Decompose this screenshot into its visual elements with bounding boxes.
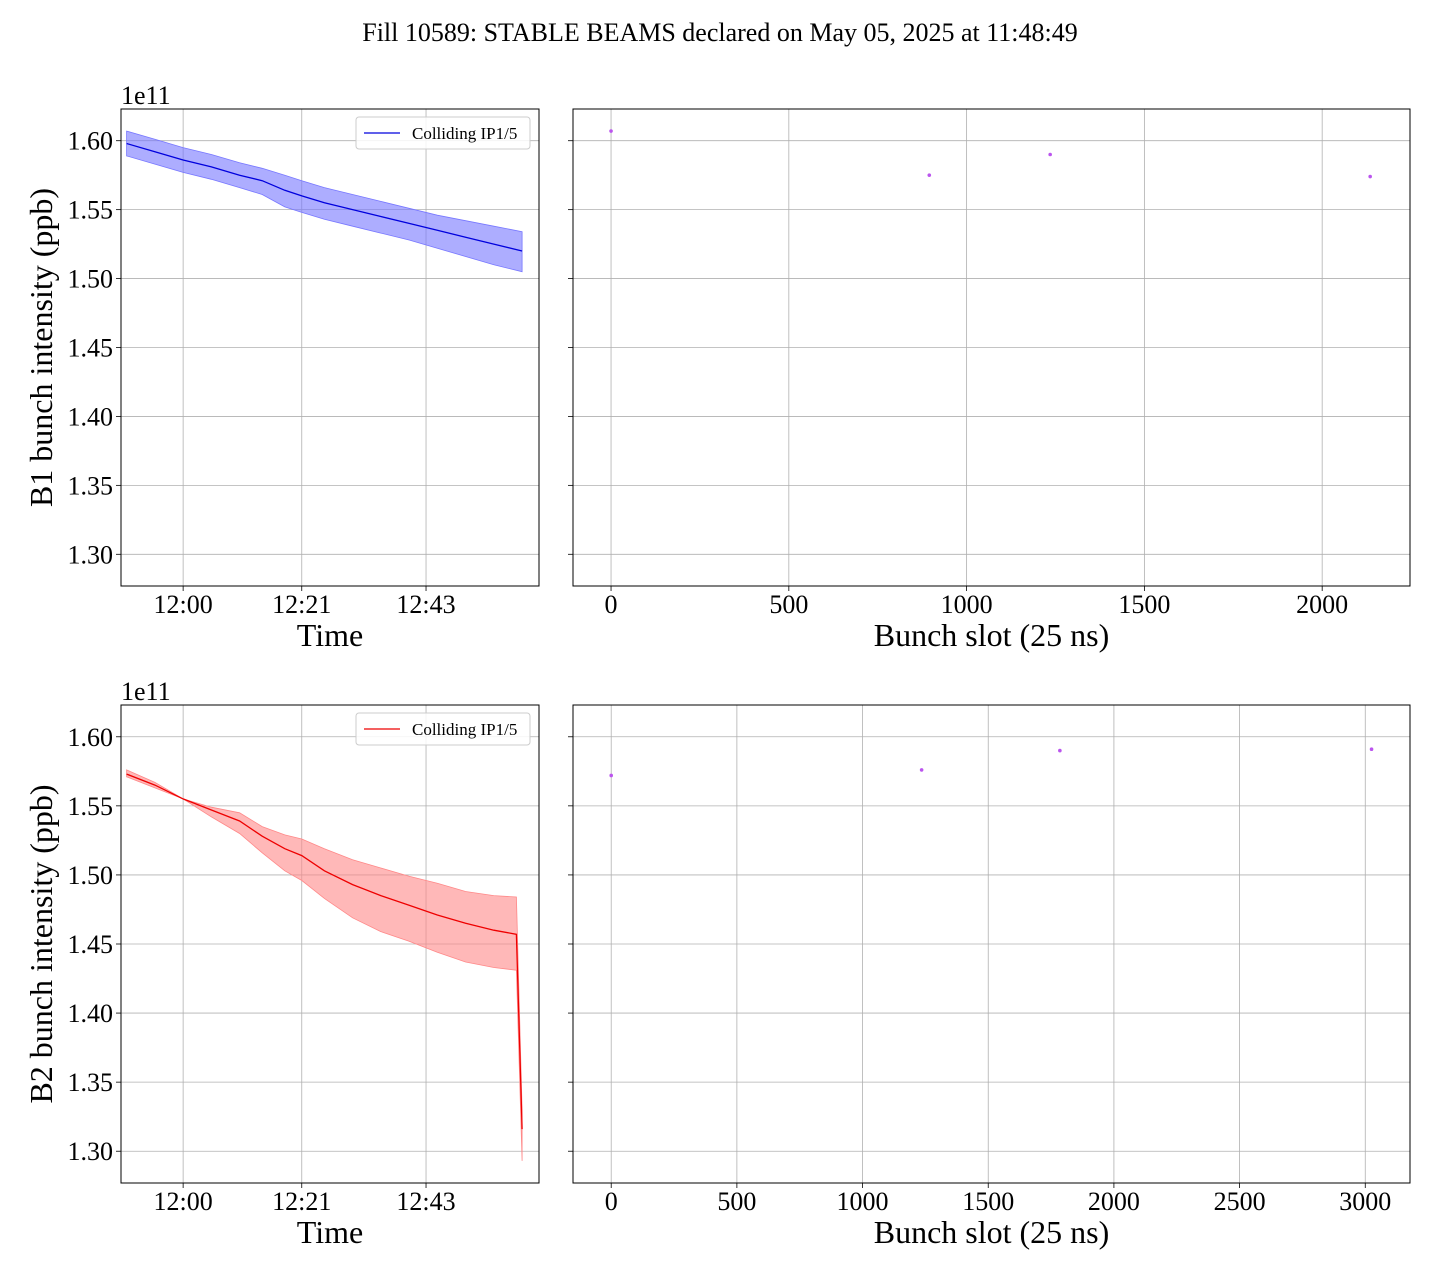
y-axis-label: B2 bunch intensity (ppb) bbox=[23, 784, 59, 1103]
y-tick-label: 1.60 bbox=[68, 723, 114, 752]
scatter-point bbox=[1058, 748, 1062, 753]
x-tick-label: 12:21 bbox=[272, 590, 331, 619]
axes-frame bbox=[572, 704, 1411, 1184]
axes-frame bbox=[120, 108, 540, 587]
y-tick-label: 1.50 bbox=[68, 265, 114, 294]
x-axis-label: Bunch slot (25 ns) bbox=[874, 617, 1110, 653]
x-tick-label: 2000 bbox=[1088, 1187, 1140, 1216]
panel-b1-time: 1.30 1.35 1.40 1.45 1.50 1.55 1.60 12:00 12:21 12… bbox=[23, 81, 540, 653]
legend-box bbox=[355, 712, 531, 746]
panel-b1-slot: 0 500 1000 1500 2000 Bunch slot (25 ns) bbox=[568, 108, 1411, 653]
x-tick-label: 500 bbox=[769, 590, 808, 619]
x-tick-label: 1500 bbox=[962, 1187, 1014, 1216]
legend-label: Colliding IP1/5 bbox=[412, 720, 517, 739]
series-band bbox=[126, 130, 523, 273]
y-tick-label: 1.40 bbox=[68, 402, 114, 431]
x-axis-label: Time bbox=[297, 617, 363, 653]
scatter-point bbox=[609, 129, 613, 133]
y-offset-label: 1e11 bbox=[121, 677, 171, 706]
x-axis-label: Time bbox=[297, 1214, 363, 1250]
legend: Colliding IP1/5 bbox=[355, 712, 531, 746]
y-tick-label: 1.45 bbox=[68, 334, 114, 363]
x-tick-label: 3000 bbox=[1339, 1187, 1391, 1216]
scatter-point bbox=[919, 768, 924, 772]
y-tick-label: 1.30 bbox=[68, 540, 114, 569]
y-axis-label: B1 bunch intensity (ppb) bbox=[23, 188, 59, 507]
y-tick-label: 1.45 bbox=[68, 930, 114, 959]
x-tick-label: 500 bbox=[717, 1187, 756, 1216]
legend-box bbox=[355, 116, 531, 150]
x-axis-label: Bunch slot (25 ns) bbox=[874, 1214, 1110, 1250]
scatter-point bbox=[927, 173, 932, 177]
figure-title: Fill 10589: STABLE BEAMS declared on May… bbox=[362, 18, 1078, 47]
y-tick-label: 1.55 bbox=[68, 196, 114, 225]
y-tick-label: 1.40 bbox=[68, 999, 114, 1028]
series-band bbox=[126, 769, 523, 1161]
y-tick-label: 1.50 bbox=[68, 861, 114, 890]
x-tick-label: 2500 bbox=[1214, 1187, 1266, 1216]
series-line bbox=[126, 142, 523, 252]
x-tick-label: 1000 bbox=[941, 590, 993, 619]
x-tick-label: 12:00 bbox=[154, 590, 213, 619]
scatter-point bbox=[1368, 174, 1372, 179]
x-tick-label: 12:21 bbox=[272, 1187, 331, 1216]
y-tick-label: 1.30 bbox=[68, 1137, 114, 1166]
x-tick-label: 12:43 bbox=[396, 1187, 455, 1216]
series-line bbox=[126, 773, 523, 1130]
y-tick-label: 1.35 bbox=[68, 1068, 114, 1097]
y-tick-label: 1.35 bbox=[68, 471, 114, 500]
y-tick-label: 1.60 bbox=[68, 127, 114, 156]
x-tick-label: 12:43 bbox=[396, 590, 455, 619]
legend: Colliding IP1/5 bbox=[355, 116, 531, 150]
x-tick-label: 0 bbox=[605, 1187, 618, 1216]
x-tick-label: 1500 bbox=[1118, 590, 1170, 619]
axes-frame bbox=[120, 704, 540, 1184]
x-tick-label: 12:00 bbox=[154, 1187, 213, 1216]
x-tick-label: 0 bbox=[605, 590, 618, 619]
panel-b2-time: 1.30 1.35 1.40 1.45 1.50 1.55 1.60 12:00 12:21 12… bbox=[23, 677, 540, 1250]
y-offset-label: 1e11 bbox=[121, 81, 171, 110]
scatter-point bbox=[609, 773, 614, 778]
axes-frame bbox=[572, 108, 1411, 587]
scatter-point bbox=[1369, 747, 1374, 752]
legend-label: Colliding IP1/5 bbox=[412, 124, 517, 143]
panel-b2-slot: 0 500 1000 1500 2000 2500 3000 Bunch slot (25 n… bbox=[568, 704, 1411, 1250]
scatter-point bbox=[1048, 152, 1052, 157]
x-tick-label: 1000 bbox=[837, 1187, 889, 1216]
y-tick-label: 1.55 bbox=[68, 792, 114, 821]
x-tick-label: 2000 bbox=[1296, 590, 1348, 619]
